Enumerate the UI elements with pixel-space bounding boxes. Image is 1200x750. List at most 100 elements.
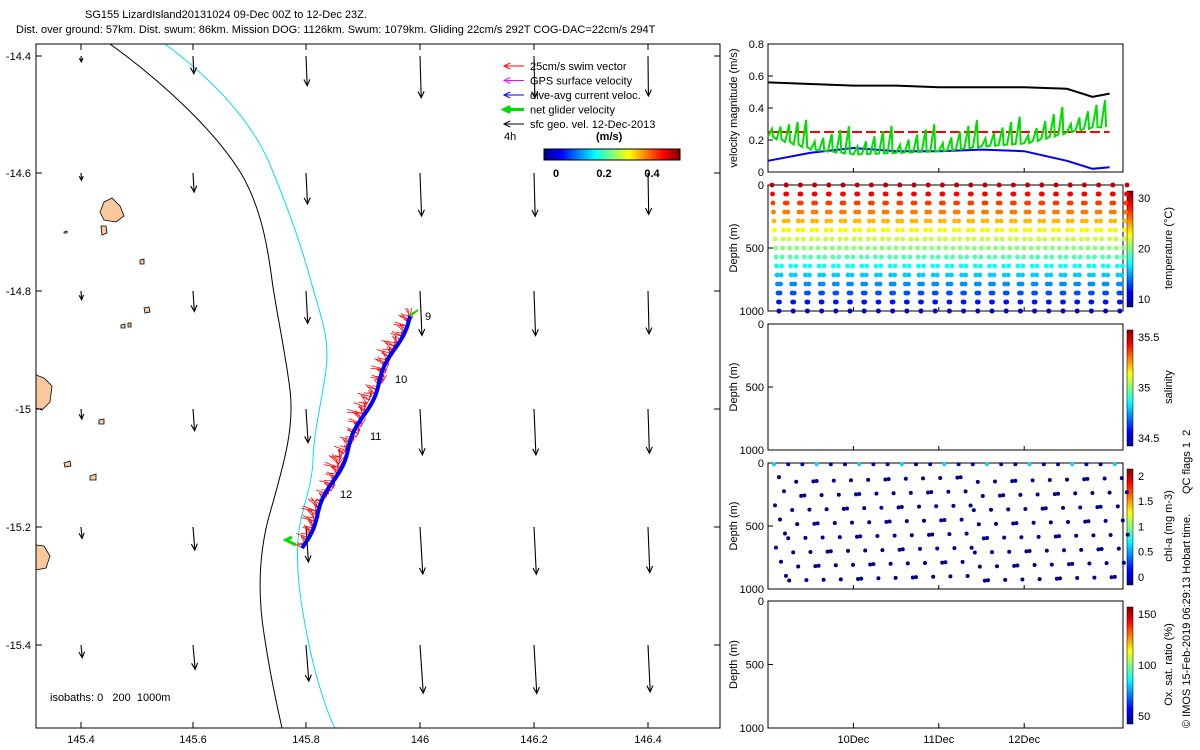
velocity-arrow [531,91,539,100]
velocity-arrow [647,290,650,334]
temperature-point [781,227,787,233]
temperature-point [873,254,878,260]
temperature-point [878,272,883,278]
temperature-point [969,209,975,215]
chl-point [799,493,804,498]
temperature-point [897,191,903,197]
temperature-point [837,236,843,242]
temperature-point [849,272,855,278]
temperature-point [1055,218,1061,224]
dive-avg-current-track [300,315,412,550]
temperature-point [810,218,815,224]
temperature-point [1033,281,1039,287]
chl-point [1037,577,1042,582]
temperature-point [1008,227,1014,233]
temperature-point [886,245,892,251]
temperature-point [990,290,996,296]
temperature-point [884,200,889,206]
temperature-point [942,227,948,233]
temperature-point [1124,182,1130,188]
temperature-point [921,254,927,260]
temperature-point [901,263,907,269]
chl-point [1032,563,1037,568]
temperature-point [1056,227,1061,233]
velocity-arrow [190,424,198,433]
temperature-point [1070,236,1076,242]
temperature-point [837,245,842,251]
depth-ylabel: Depth (m) [728,224,740,273]
temperature-point [920,272,926,278]
temperature-point [878,263,884,269]
temperature-point [947,299,953,305]
chl-point [1019,535,1024,540]
x-tick-label: 146.2 [520,734,548,746]
temperature-point [920,281,925,287]
y-tick-label: 0 [758,167,764,179]
chl-point [952,546,957,551]
velocity-arrow [192,408,196,431]
temperature-point [785,209,791,215]
temperature-point [770,200,776,206]
temperature-point [842,209,847,215]
temperature-point [904,308,910,314]
temperature-point [880,236,885,242]
legend-swatch [500,105,511,114]
y-tick-label: 0 [758,458,764,470]
velocity-arrow [80,290,83,300]
temperature-point [1063,254,1069,260]
chl-point [1043,506,1048,511]
y-tick-label: 0.8 [749,39,764,51]
chl-point [1095,505,1100,510]
temperature-point [962,290,968,296]
temperature-point [951,236,956,242]
velocity-arrow [532,448,540,457]
temperature-point [857,236,863,242]
legend-label: sfc geo. vel. 12-Dec-2013 [530,119,655,131]
temperature-point [1089,308,1094,314]
chl-point [802,493,807,498]
depth-colorbar [1126,329,1134,447]
temperature-point [1097,200,1102,206]
temperature-point [1025,191,1031,197]
chl-point [804,578,809,583]
temperature-point [834,281,840,287]
temperature-point [779,263,784,269]
chl-point [1098,504,1103,509]
x-tick-label: 145.8 [292,734,320,746]
temperature-point [908,236,914,242]
temperature-point [890,308,895,314]
chl-point [807,507,812,512]
temperature-point [1034,272,1040,278]
chl-point [814,479,819,484]
chl-point [888,561,893,566]
velocity-arrow [533,408,537,456]
chl-point [1124,490,1129,495]
temperature-point [1057,245,1062,251]
temperature-point [1064,236,1070,242]
temperature-point [1070,227,1076,233]
temperature-point [1051,227,1056,233]
temperature-point [997,191,1003,197]
colorbar-tick-label: 30 [1138,193,1150,205]
temperature-point [852,227,858,233]
chl-point [1013,478,1018,483]
velocity-arrow [192,290,195,312]
legend-swatch [502,120,511,128]
chl-point [1073,491,1078,496]
temperature-point [812,191,818,197]
chl-point [958,475,963,480]
temperature-point [805,299,811,305]
temperature-point [1098,227,1104,233]
temperature-point [874,272,879,278]
land-polygons [36,197,151,571]
temperature-point [970,227,976,233]
velocity-arrow [78,294,85,301]
temperature-point [851,236,857,242]
chl-point [1109,575,1114,580]
velocity-arrow [646,685,654,694]
temperature-point [894,236,900,242]
temperature-point [902,272,908,278]
temperature-point [771,209,776,215]
chl-point [846,548,850,553]
chl-point [955,475,960,480]
